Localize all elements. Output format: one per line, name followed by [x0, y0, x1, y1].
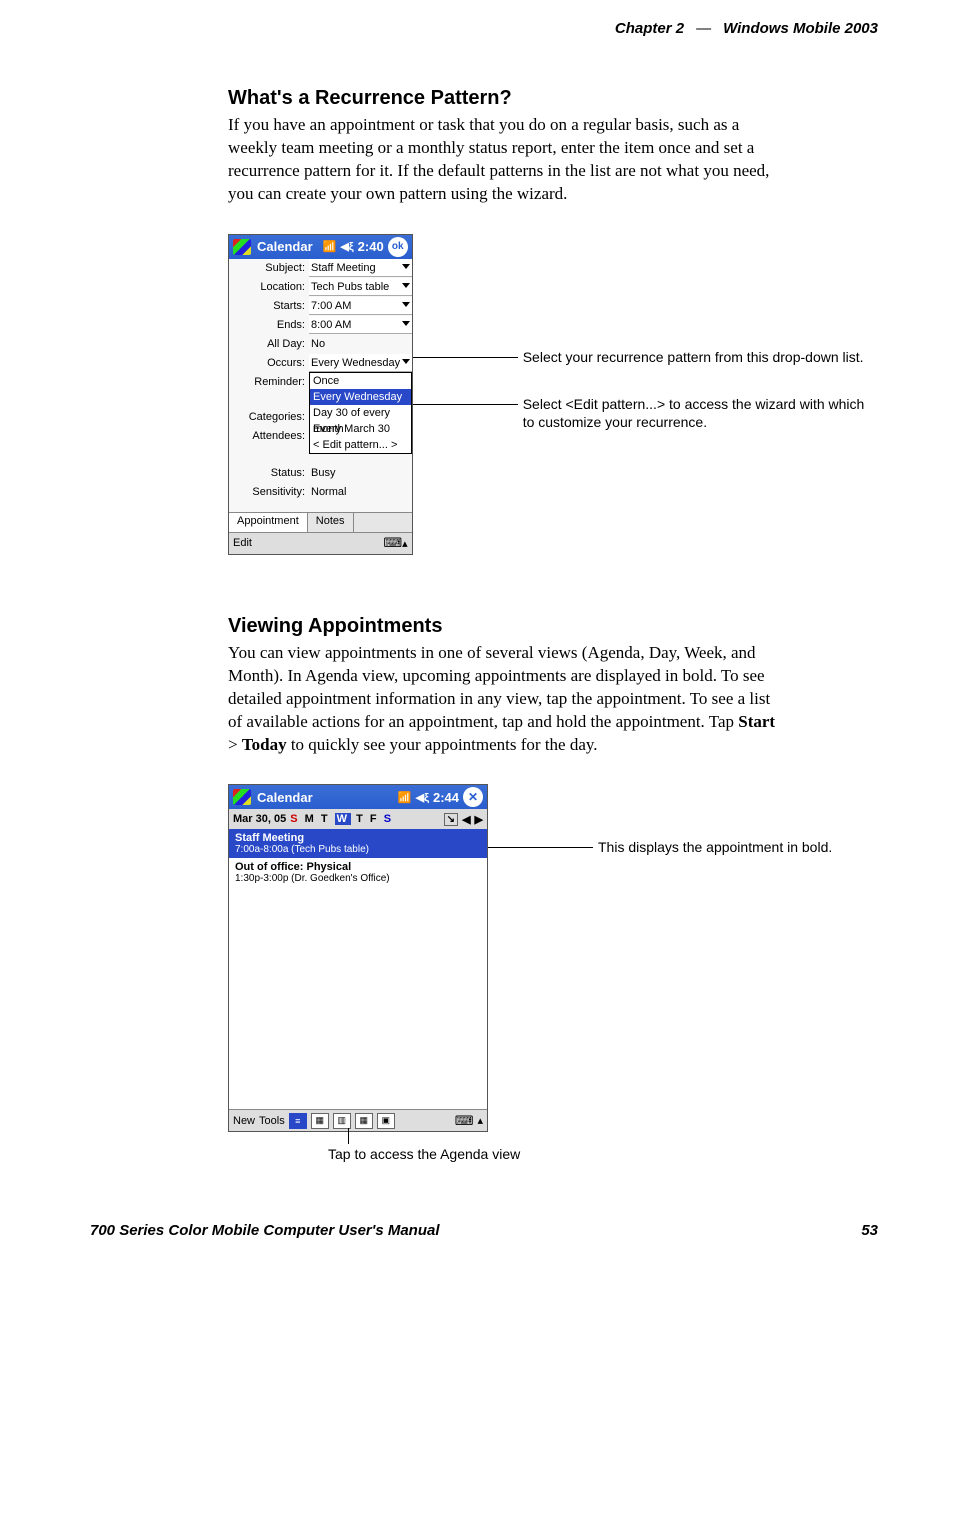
- tabs: Appointment Notes: [229, 512, 412, 532]
- categories-label: Categories:: [229, 411, 309, 423]
- chevron-down-icon[interactable]: [402, 321, 410, 326]
- start-flag-icon[interactable]: [233, 789, 251, 805]
- chevron-down-icon[interactable]: [402, 359, 410, 364]
- agenda-view-screenshot: Calendar 📶 ◀ξ 2:44 ✕ Mar 30, 05 S M T W …: [228, 784, 488, 1132]
- callout-text: Tap to access the Agenda view: [328, 1146, 878, 1162]
- location-field[interactable]: Tech Pubs table: [309, 278, 412, 296]
- prev-arrow-icon[interactable]: ◀: [462, 813, 470, 826]
- dropdown-option[interactable]: Once: [310, 373, 411, 389]
- occurs-dropdown[interactable]: Once Every Wednesday Day 30 of every mon…: [309, 372, 412, 454]
- up-arrow-icon[interactable]: ▴: [402, 537, 408, 550]
- allday-field[interactable]: No: [309, 335, 412, 353]
- new-menu[interactable]: New: [233, 1115, 255, 1127]
- status-field[interactable]: Busy: [309, 464, 412, 482]
- date-nav-bar: Mar 30, 05 S M T W T F S ↘ ◀ ▶: [229, 809, 487, 829]
- sensitivity-label: Sensitivity:: [229, 486, 309, 498]
- titlebar: Calendar 📶 ◀ξ 2:40 ok: [229, 235, 412, 259]
- section-heading: What's a Recurrence Pattern?: [228, 87, 778, 110]
- app-title: Calendar: [257, 239, 313, 254]
- occurs-field[interactable]: Every Wednesday Once Every Wednesday Day…: [309, 354, 412, 372]
- status-label: Status:: [229, 467, 309, 479]
- signal-icon: 📶: [323, 240, 337, 253]
- manual-title: 700 Series Color Mobile Computer User's …: [90, 1222, 440, 1239]
- menu-bar: New Tools ≡ ▦ ▥ ▦ ▣ ⌨ ▴: [229, 1109, 487, 1131]
- appointment-list: Staff Meeting 7:00a-8:00a (Tech Pubs tab…: [229, 829, 487, 1109]
- reminder-label: Reminder:: [229, 376, 309, 388]
- starts-field[interactable]: 7:00 AM: [309, 297, 412, 315]
- chevron-down-icon[interactable]: [402, 302, 410, 307]
- clock-time: 2:44: [433, 790, 459, 805]
- year-view-button[interactable]: ▣: [377, 1113, 395, 1129]
- next-arrow-icon[interactable]: ▶: [475, 813, 483, 826]
- ok-button[interactable]: ok: [388, 237, 408, 257]
- volume-icon[interactable]: ◀ξ: [416, 791, 429, 804]
- chevron-down-icon[interactable]: [402, 264, 410, 269]
- subject-field[interactable]: Staff Meeting: [309, 259, 412, 277]
- attendees-label: Attendees:: [229, 430, 309, 442]
- agenda-view-button[interactable]: ≡: [289, 1113, 307, 1129]
- keyboard-icon[interactable]: ⌨: [383, 535, 402, 551]
- day-view-button[interactable]: ▦: [311, 1113, 329, 1129]
- callout-text: Select <Edit pattern...> to access the w…: [443, 396, 878, 431]
- appointment-item[interactable]: Out of office: Physical 1:30p-3:00p (Dr.…: [229, 858, 487, 887]
- subject-label: Subject:: [229, 262, 309, 274]
- callout-text: This displays the appointment in bold.: [518, 839, 832, 857]
- titlebar: Calendar 📶 ◀ξ 2:44 ✕: [229, 785, 487, 809]
- starts-label: Starts:: [229, 300, 309, 312]
- month-view-button[interactable]: ▦: [355, 1113, 373, 1129]
- dropdown-option[interactable]: Every March 30: [310, 421, 411, 437]
- close-button[interactable]: ✕: [463, 787, 483, 807]
- ends-label: Ends:: [229, 319, 309, 331]
- chapter-label: Chapter 2: [615, 20, 684, 37]
- callout-text: Select your recurrence pattern from this…: [443, 349, 878, 367]
- keyboard-icon[interactable]: ⌨: [455, 1113, 474, 1129]
- page-number: 53: [861, 1222, 878, 1239]
- sensitivity-field[interactable]: Normal: [309, 483, 412, 501]
- dropdown-option[interactable]: < Edit pattern... >: [310, 437, 411, 453]
- occurs-label: Occurs:: [229, 357, 309, 369]
- signal-icon: 📶: [398, 791, 412, 804]
- appointment-item[interactable]: Staff Meeting 7:00a-8:00a (Tech Pubs tab…: [229, 829, 487, 858]
- up-arrow-icon[interactable]: ▴: [477, 1114, 483, 1127]
- tab-notes[interactable]: Notes: [308, 513, 354, 532]
- section-heading: Viewing Appointments: [228, 615, 778, 638]
- date-label[interactable]: Mar 30, 05: [233, 813, 286, 825]
- start-flag-icon[interactable]: [233, 239, 251, 255]
- dropdown-option[interactable]: Every Wednesday: [310, 389, 411, 405]
- section-body: If you have an appointment or task that …: [228, 114, 778, 206]
- clock-time: 2:40: [358, 239, 384, 254]
- app-title: Calendar: [257, 790, 313, 805]
- volume-icon[interactable]: ◀ξ: [340, 240, 353, 253]
- header-dash: —: [696, 20, 711, 37]
- page-footer: 700 Series Color Mobile Computer User's …: [90, 1222, 878, 1239]
- tools-menu[interactable]: Tools: [259, 1115, 285, 1127]
- allday-label: All Day:: [229, 338, 309, 350]
- ends-field[interactable]: 8:00 AM: [309, 316, 412, 334]
- chevron-down-icon[interactable]: [402, 283, 410, 288]
- calendar-form-screenshot: Calendar 📶 ◀ξ 2:40 ok Subject: Staff Mee…: [228, 234, 413, 555]
- weekday-picker[interactable]: S M T W T F S: [290, 813, 393, 825]
- menu-bar: Edit ⌨ ▴: [229, 532, 412, 554]
- dropdown-option[interactable]: Day 30 of every month: [310, 405, 411, 421]
- edit-menu[interactable]: Edit: [233, 537, 252, 549]
- product-label: Windows Mobile 2003: [723, 20, 878, 37]
- today-icon[interactable]: ↘: [444, 813, 458, 826]
- location-label: Location:: [229, 281, 309, 293]
- page-header: Chapter 2 — Windows Mobile 2003: [90, 20, 878, 37]
- section-body: You can view appointments in one of seve…: [228, 642, 778, 757]
- week-view-button[interactable]: ▥: [333, 1113, 351, 1129]
- tab-appointment[interactable]: Appointment: [229, 513, 308, 532]
